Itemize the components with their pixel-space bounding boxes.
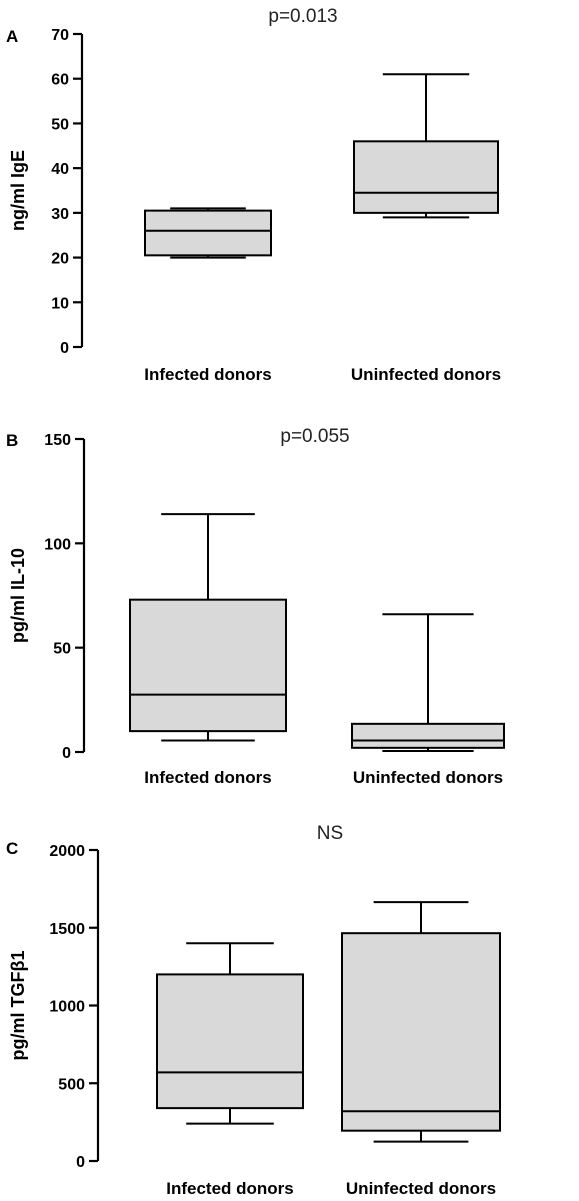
iqr-box xyxy=(353,140,499,214)
iqr-box xyxy=(144,209,272,257)
category-label: Uninfected donors xyxy=(353,768,503,787)
y-tick-label: 30 xyxy=(51,206,69,223)
y-axis-label: pg/ml TGFβ1 xyxy=(8,951,28,1061)
y-tick-label: 1500 xyxy=(49,921,85,938)
p-value-annotation: p=0.055 xyxy=(280,426,349,447)
y-tick-label: 100 xyxy=(44,536,71,553)
y-tick-label: 2000 xyxy=(49,843,85,860)
iqr-box xyxy=(341,932,501,1132)
y-tick-label: 50 xyxy=(53,641,71,658)
y-tick-label: 70 xyxy=(51,27,69,44)
y-tick-label: 1000 xyxy=(49,999,85,1016)
y-tick-label: 0 xyxy=(76,1154,85,1171)
p-value-annotation: p=0.013 xyxy=(268,6,337,27)
category-label: Uninfected donors xyxy=(346,1179,496,1198)
y-tick-label: 60 xyxy=(51,72,69,89)
y-tick-label: 50 xyxy=(51,116,69,133)
iqr-box xyxy=(129,598,287,733)
panel-letter: A xyxy=(6,27,18,46)
category-label: Infected donors xyxy=(166,1179,294,1198)
y-tick-label: 0 xyxy=(62,745,71,762)
p-value-annotation: NS xyxy=(317,823,343,844)
category-label: Infected donors xyxy=(144,365,272,384)
panel-letter: B xyxy=(6,431,18,450)
y-tick-label: 40 xyxy=(51,161,69,178)
y-tick-label: 10 xyxy=(51,295,69,312)
y-axis-label: pg/ml IL-10 xyxy=(8,548,28,643)
panel-letter: C xyxy=(6,839,18,858)
y-tick-label: 500 xyxy=(58,1076,85,1093)
y-tick-label: 0 xyxy=(60,340,69,357)
y-tick-label: 150 xyxy=(44,432,71,449)
category-label: Infected donors xyxy=(144,768,272,787)
y-tick-label: 20 xyxy=(51,251,69,268)
y-axis-label: ng/ml IgE xyxy=(8,150,28,231)
category-label: Uninfected donors xyxy=(351,365,501,384)
iqr-box xyxy=(156,973,304,1110)
iqr-box xyxy=(351,722,505,749)
